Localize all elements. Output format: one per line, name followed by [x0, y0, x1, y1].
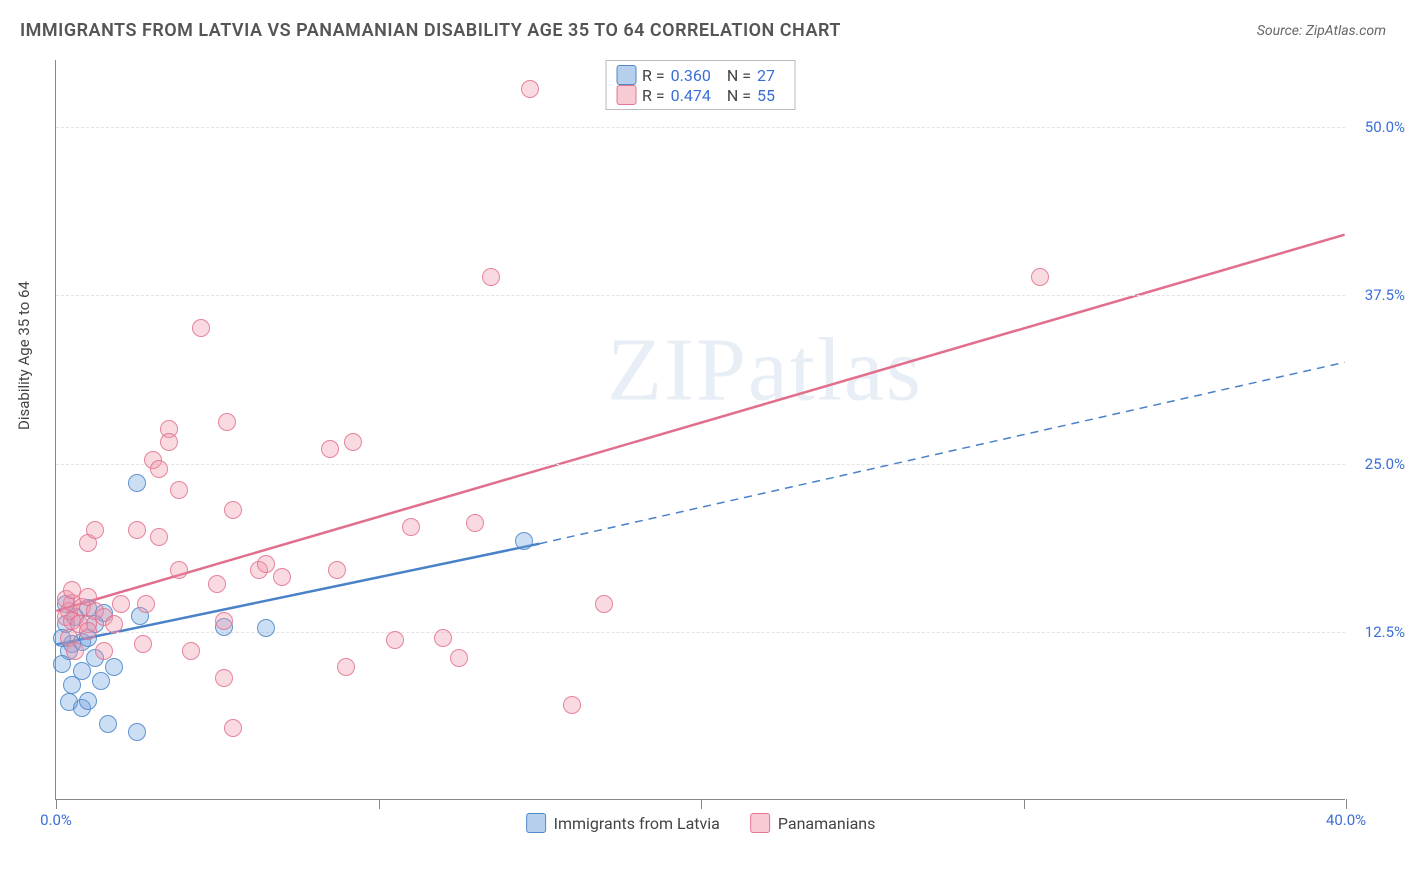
data-point: [215, 612, 233, 630]
correlation-stats-box: R = 0.360 N = 27 R = 0.474 N = 55: [605, 60, 796, 110]
scatter-plot: ZIPatlas R = 0.360 N = 27 R = 0.474 N = …: [55, 60, 1345, 800]
x-tick: [56, 799, 57, 809]
data-point: [105, 615, 123, 633]
source-attribution: Source: ZipAtlas.com: [1257, 23, 1386, 39]
data-point: [482, 268, 500, 286]
data-point: [215, 669, 233, 687]
grid-line: [56, 127, 1345, 128]
data-point: [53, 655, 71, 673]
data-point: [66, 642, 84, 660]
stat-value-r: 0.474: [671, 86, 711, 105]
data-point: [79, 622, 97, 640]
data-point: [224, 719, 242, 737]
legend-item: Panamanians: [750, 813, 876, 833]
data-point: [170, 561, 188, 579]
data-point: [208, 575, 226, 593]
data-point: [137, 595, 155, 613]
y-tick-label: 50.0%: [1365, 118, 1405, 136]
data-point: [466, 514, 484, 532]
data-point: [128, 521, 146, 539]
data-point: [595, 595, 613, 613]
x-tick: [701, 799, 702, 809]
stat-value-n: 55: [757, 86, 775, 105]
swatch-icon: [750, 813, 770, 833]
data-point: [86, 521, 104, 539]
stat-label-n: N =: [727, 66, 751, 85]
x-tick: [379, 799, 380, 809]
data-point: [257, 619, 275, 637]
data-point: [170, 481, 188, 499]
watermark-text: ZIPatlas: [607, 319, 923, 422]
data-point: [434, 629, 452, 647]
x-tick-label: 0.0%: [40, 811, 72, 829]
y-axis-label: Disability Age 35 to 64: [15, 281, 33, 430]
x-tick-label: 40.0%: [1326, 811, 1366, 829]
data-point: [99, 715, 117, 733]
data-point: [134, 635, 152, 653]
data-point: [150, 460, 168, 478]
data-point: [257, 555, 275, 573]
x-tick: [1346, 799, 1347, 809]
chart-title: IMMIGRANTS FROM LATVIA VS PANAMANIAN DIS…: [20, 20, 841, 41]
data-point: [515, 532, 533, 550]
data-point: [92, 672, 110, 690]
stats-row-series1: R = 0.360 N = 27: [616, 65, 785, 85]
data-point: [63, 676, 81, 694]
legend-label: Panamanians: [778, 814, 876, 833]
data-point: [224, 501, 242, 519]
data-point: [402, 518, 420, 536]
stat-value-r: 0.360: [671, 66, 711, 85]
data-point: [128, 723, 146, 741]
series-legend: Immigrants from Latvia Panamanians: [526, 813, 876, 833]
grid-line: [56, 464, 1345, 465]
swatch-icon: [616, 65, 636, 85]
data-point: [160, 433, 178, 451]
stat-label-r: R =: [642, 86, 665, 105]
legend-label: Immigrants from Latvia: [554, 814, 720, 833]
grid-line: [56, 295, 1345, 296]
data-point: [386, 631, 404, 649]
data-point: [95, 642, 113, 660]
grid-line: [56, 632, 1345, 633]
data-point: [128, 474, 146, 492]
x-tick: [1024, 799, 1025, 809]
data-point: [112, 595, 130, 613]
data-point: [1031, 268, 1049, 286]
swatch-icon: [616, 85, 636, 105]
data-point: [337, 658, 355, 676]
y-tick-label: 37.5%: [1365, 286, 1405, 304]
stats-row-series2: R = 0.474 N = 55: [616, 85, 785, 105]
swatch-icon: [526, 813, 546, 833]
data-point: [218, 413, 236, 431]
data-point: [182, 642, 200, 660]
stat-label-r: R =: [642, 66, 665, 85]
stat-label-n: N =: [727, 86, 751, 105]
data-point: [79, 692, 97, 710]
data-point: [192, 319, 210, 337]
data-point: [63, 581, 81, 599]
trend-lines-layer: [56, 60, 1345, 799]
data-point: [150, 528, 168, 546]
data-point: [521, 80, 539, 98]
legend-item: Immigrants from Latvia: [526, 813, 720, 833]
data-point: [450, 649, 468, 667]
data-point: [563, 696, 581, 714]
title-bar: IMMIGRANTS FROM LATVIA VS PANAMANIAN DIS…: [20, 20, 1386, 41]
data-point: [105, 658, 123, 676]
data-point: [321, 440, 339, 458]
data-point: [328, 561, 346, 579]
data-point: [344, 433, 362, 451]
y-tick-label: 25.0%: [1365, 455, 1405, 473]
y-tick-label: 12.5%: [1365, 623, 1405, 641]
stat-value-n: 27: [757, 66, 775, 85]
data-point: [273, 568, 291, 586]
